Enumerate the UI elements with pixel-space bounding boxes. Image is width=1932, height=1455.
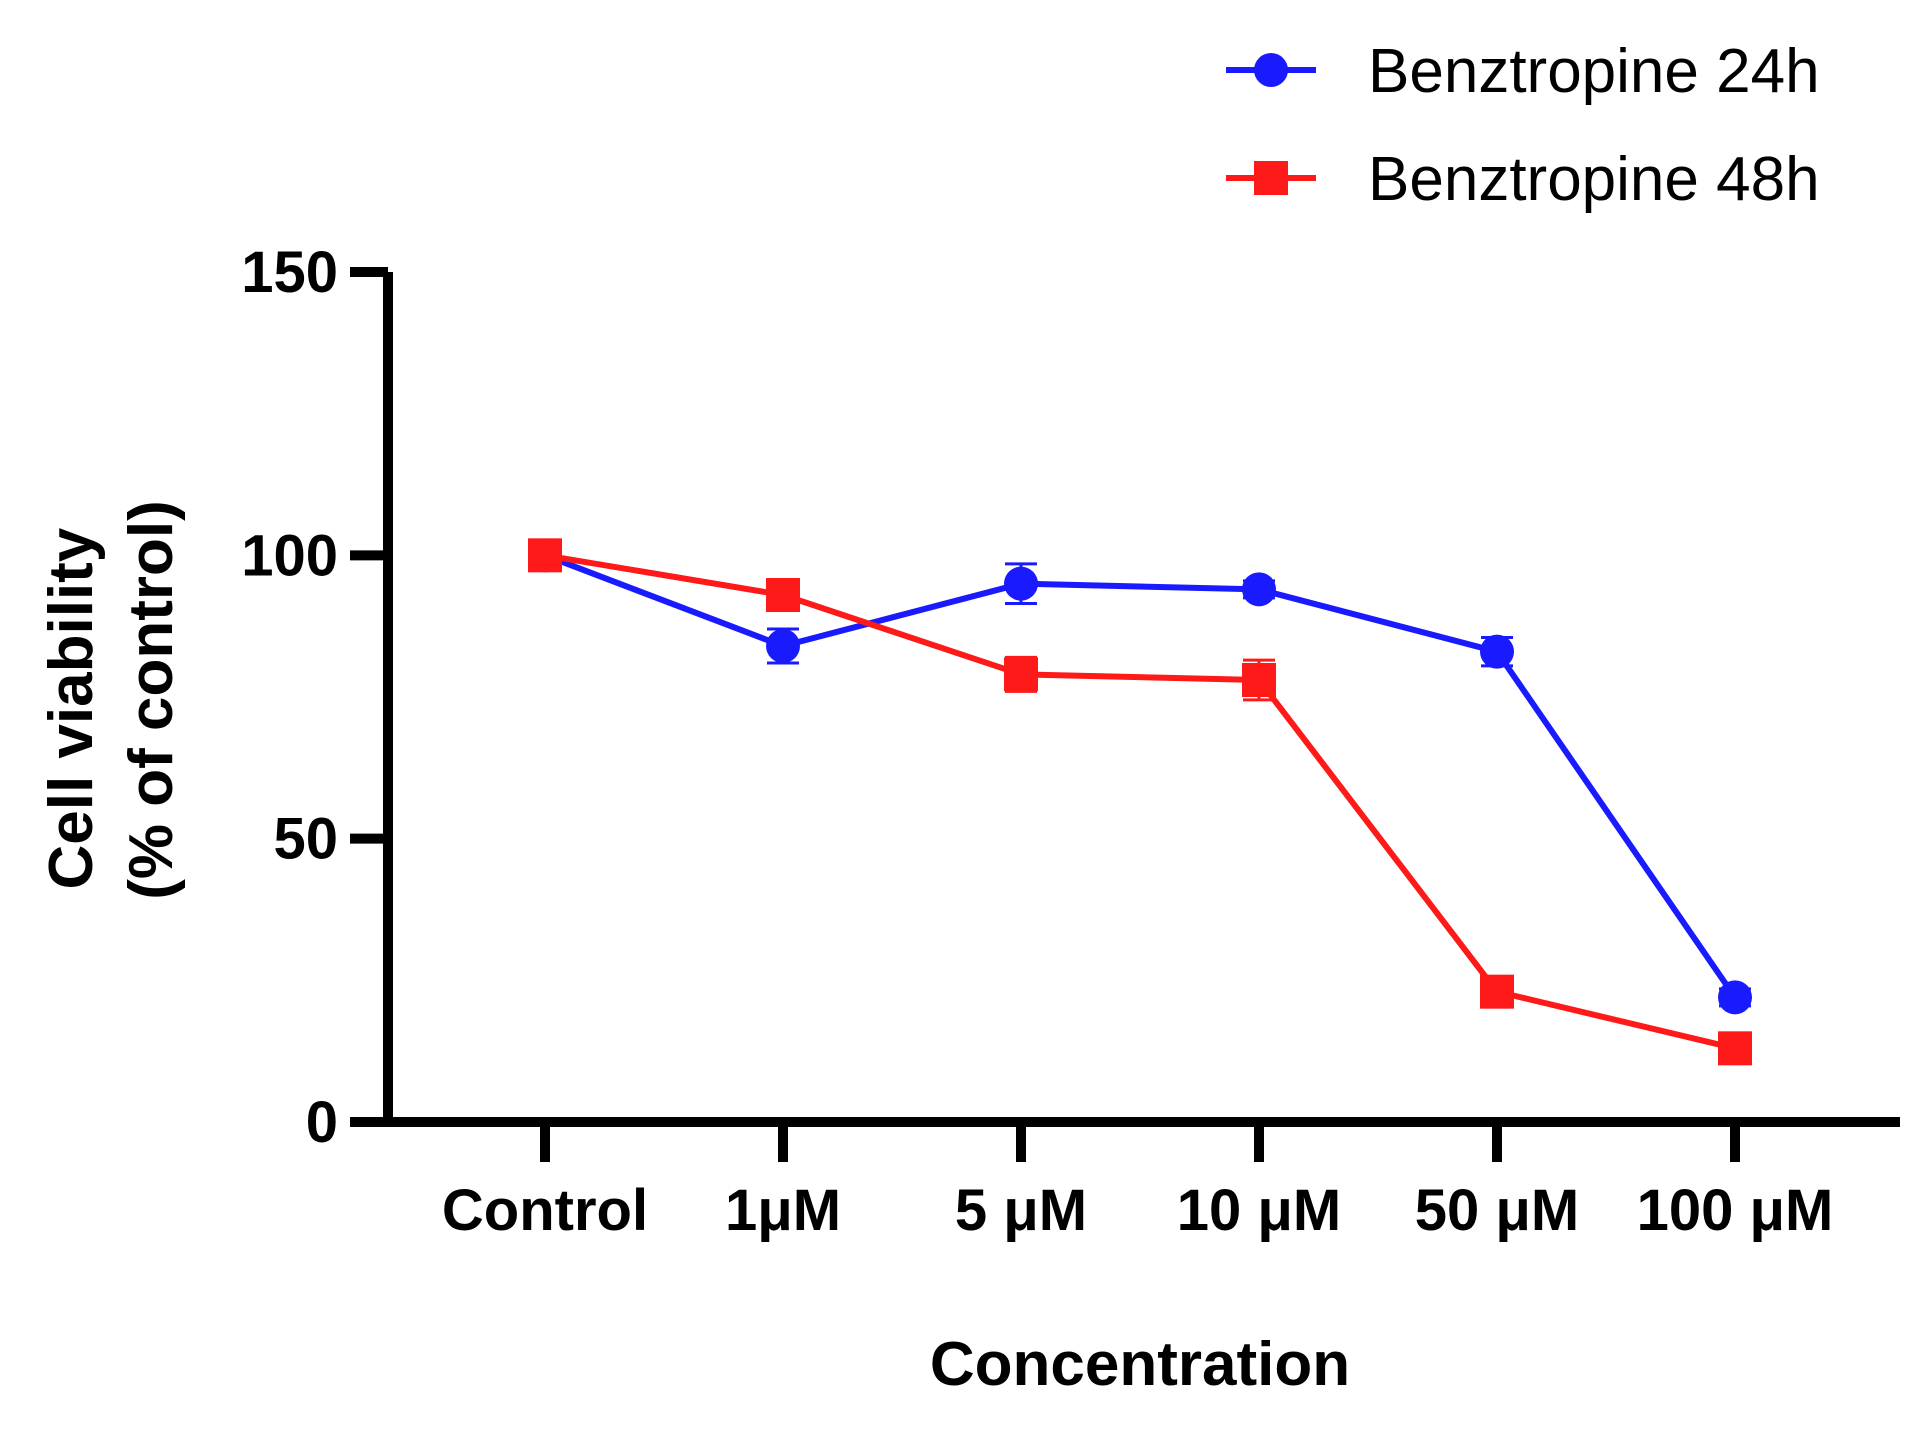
data-point: [1718, 980, 1752, 1015]
series-line: [543, 552, 1738, 1000]
x-tick-label: 1μM: [725, 1178, 841, 1243]
data-point: [1242, 572, 1276, 607]
x-tick-label: 50 μM: [1415, 1178, 1579, 1243]
legend: Benztropine 24h Benztropine 48h: [1226, 37, 1820, 214]
data-point: [1004, 566, 1038, 601]
series-line: [544, 552, 1736, 1052]
y-tick-label: 50: [273, 807, 338, 872]
x-tick-label: 100 μM: [1637, 1178, 1834, 1243]
legend-label: Benztropine 48h: [1368, 145, 1820, 214]
legend-item-2: Benztropine 48h: [1226, 145, 1820, 214]
axes: 0 50 100 150 Control 1μM 5 μM 10 μM 50 μM 100 μM: [241, 240, 1900, 1243]
y-tick-label: 100: [241, 523, 338, 588]
data-point: [528, 538, 562, 573]
legend-item-1: Benztropine 24h: [1226, 37, 1820, 106]
x-tick-label: 5 μM: [955, 1178, 1087, 1243]
data-point: [1004, 657, 1038, 692]
y-ticks: 0 50 100 150: [241, 240, 388, 1155]
x-ticks: Control 1μM 5 μM 10 μM 50 μM 100 μM: [442, 1122, 1833, 1243]
data-point: [1718, 1031, 1752, 1066]
y-axis-title-line-1: Cell viability: [37, 527, 106, 889]
data-point: [766, 578, 800, 612]
y-axis-title: Cell viability (% of control): [37, 500, 186, 900]
x-tick-label: 10 μM: [1177, 1178, 1341, 1243]
y-tick-label: 0: [306, 1090, 338, 1155]
data-point: [1480, 634, 1514, 669]
data-point: [1242, 663, 1276, 697]
y-axis-title-line-2: (% of control): [117, 500, 186, 900]
data-point: [1480, 974, 1514, 1009]
x-tick-label: Control: [442, 1178, 648, 1243]
x-axis-title: Concentration: [930, 1330, 1350, 1399]
series-2: [528, 538, 1752, 1066]
data-point: [766, 629, 800, 663]
legend-label: Benztropine 24h: [1368, 37, 1820, 106]
legend-marker: [1254, 161, 1288, 195]
legend-marker: [1254, 53, 1288, 87]
y-tick-label: 150: [241, 240, 338, 305]
series-1: [528, 538, 1752, 1015]
series-layer: [528, 538, 1752, 1066]
